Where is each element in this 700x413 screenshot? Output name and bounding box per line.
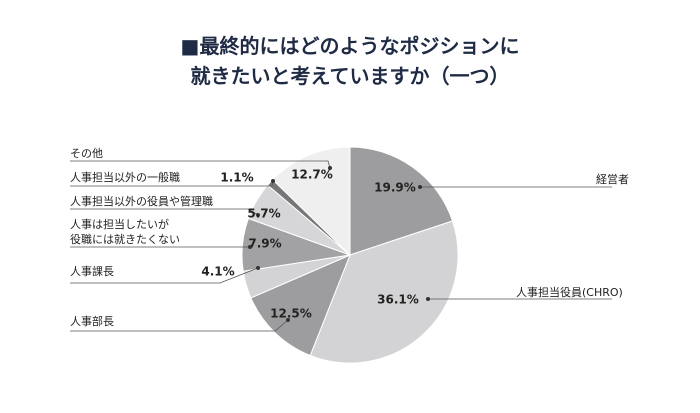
value-label: 4.1% — [201, 265, 234, 279]
category-label: 人事は担当したいが 役職には就きたくない — [70, 218, 180, 246]
leader-dot — [271, 179, 275, 183]
category-label: 人事担当以外の一般職 — [70, 171, 180, 184]
leader-line — [70, 160, 331, 169]
value-label: 36.1% — [377, 293, 419, 307]
category-label: その他 — [70, 147, 103, 160]
leader-dot — [286, 318, 290, 322]
leader-dot — [256, 266, 260, 270]
pie-slice — [271, 146, 351, 257]
leader-dot — [328, 166, 332, 170]
category-label: 人事担当役員(CHRO) — [516, 286, 623, 299]
leader-line — [70, 208, 259, 216]
value-label: 5.7% — [247, 207, 280, 221]
pie-slice — [309, 220, 459, 364]
leader-line — [70, 319, 289, 332]
category-label: 人事部長 — [70, 315, 114, 328]
value-label: 12.5% — [270, 307, 312, 321]
leader-dot — [426, 297, 430, 301]
leader-dot — [256, 213, 260, 217]
value-label: 1.1% — [220, 171, 253, 185]
chart-title: ■最終的にはどのようなポジションに — [180, 34, 520, 58]
chart-title: 就きたいと考えていますか（一つ） — [190, 64, 510, 88]
category-label: 人事課長 — [70, 265, 114, 278]
category-label: 経営者 — [596, 173, 629, 186]
leader-dot — [418, 185, 422, 189]
leader-dot — [248, 245, 252, 249]
value-label: 19.9% — [374, 181, 416, 195]
category-label: 人事担当以外の役員や管理職 — [70, 195, 213, 208]
value-label: 12.7% — [291, 168, 333, 182]
pie-slice — [349, 146, 454, 256]
leader-line — [70, 267, 259, 284]
value-label: 7.9% — [248, 237, 281, 251]
